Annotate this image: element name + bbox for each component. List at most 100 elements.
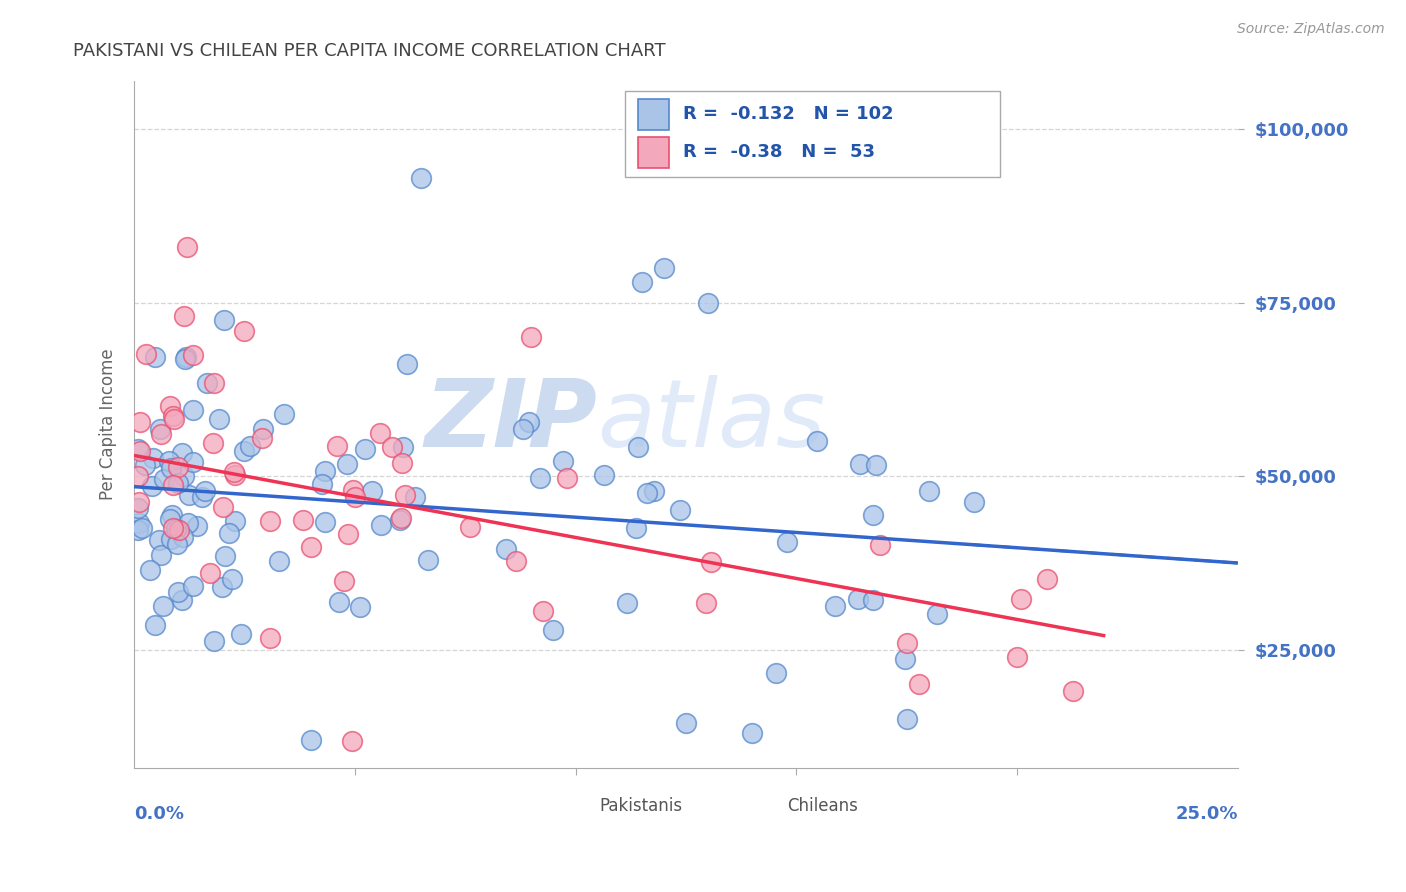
- Point: [159, 512, 181, 526]
- Point: [259, 632, 281, 646]
- Point: [389, 511, 412, 525]
- Point: [531, 604, 554, 618]
- Point: [167, 524, 190, 538]
- Point: [160, 532, 183, 546]
- Point: [862, 508, 884, 522]
- Point: [824, 599, 846, 613]
- Text: 25.0%: 25.0%: [1175, 805, 1237, 823]
- Point: [135, 347, 157, 361]
- Point: [630, 275, 652, 289]
- Point: [208, 412, 231, 426]
- Point: [333, 574, 356, 588]
- Point: [173, 469, 195, 483]
- Point: [765, 665, 787, 680]
- FancyBboxPatch shape: [735, 793, 778, 819]
- Point: [150, 426, 173, 441]
- Point: [129, 416, 152, 430]
- Point: [416, 553, 439, 567]
- Point: [176, 240, 198, 254]
- Point: [167, 584, 190, 599]
- Point: [865, 458, 887, 472]
- Point: [134, 458, 156, 472]
- Text: atlas: atlas: [598, 376, 825, 467]
- Point: [162, 409, 184, 424]
- Point: [170, 593, 193, 607]
- Point: [128, 443, 150, 458]
- Point: [695, 596, 717, 610]
- Point: [361, 484, 384, 499]
- Text: R =  -0.38   N =  53: R = -0.38 N = 53: [682, 143, 875, 161]
- Point: [183, 347, 205, 361]
- Point: [391, 456, 413, 470]
- Point: [141, 479, 163, 493]
- Point: [166, 537, 188, 551]
- Point: [624, 521, 647, 535]
- Point: [239, 439, 262, 453]
- Point: [336, 527, 359, 541]
- Point: [353, 442, 375, 457]
- Point: [299, 540, 322, 554]
- Point: [162, 477, 184, 491]
- Point: [194, 483, 217, 498]
- Point: [198, 566, 221, 581]
- Text: 0.0%: 0.0%: [134, 805, 184, 823]
- Point: [224, 514, 246, 528]
- Point: [404, 490, 426, 504]
- Point: [127, 442, 149, 456]
- Point: [344, 491, 367, 505]
- Point: [143, 350, 166, 364]
- Point: [190, 490, 212, 504]
- Point: [314, 464, 336, 478]
- Point: [668, 502, 690, 516]
- Point: [181, 579, 204, 593]
- Point: [697, 295, 720, 310]
- Text: ZIP: ZIP: [425, 375, 598, 467]
- Point: [849, 457, 872, 471]
- Point: [128, 495, 150, 509]
- Text: PAKISTANI VS CHILEAN PER CAPITA INCOME CORRELATION CHART: PAKISTANI VS CHILEAN PER CAPITA INCOME C…: [73, 42, 666, 60]
- Point: [233, 444, 256, 458]
- Point: [173, 352, 195, 367]
- Point: [259, 514, 281, 528]
- Point: [152, 599, 174, 613]
- Point: [149, 422, 172, 436]
- Point: [159, 460, 181, 475]
- Point: [170, 446, 193, 460]
- Text: Chileans: Chileans: [787, 797, 858, 815]
- Point: [336, 457, 359, 471]
- Point: [627, 440, 650, 454]
- Text: Source: ZipAtlas.com: Source: ZipAtlas.com: [1237, 22, 1385, 37]
- Point: [218, 525, 240, 540]
- Point: [159, 400, 181, 414]
- Point: [862, 593, 884, 607]
- Point: [233, 324, 256, 338]
- Point: [520, 330, 543, 344]
- FancyBboxPatch shape: [638, 99, 669, 130]
- Point: [846, 591, 869, 606]
- Point: [252, 422, 274, 436]
- Point: [139, 563, 162, 577]
- Point: [214, 313, 236, 327]
- Point: [202, 376, 225, 390]
- Point: [250, 431, 273, 445]
- Point: [908, 677, 931, 691]
- Point: [555, 471, 578, 485]
- Point: [394, 488, 416, 502]
- Point: [340, 733, 363, 747]
- Point: [224, 468, 246, 483]
- Point: [927, 607, 949, 621]
- Point: [700, 555, 723, 569]
- Point: [512, 422, 534, 436]
- Point: [127, 524, 149, 538]
- Point: [741, 726, 763, 740]
- Point: [806, 434, 828, 448]
- Point: [181, 403, 204, 417]
- Point: [148, 533, 170, 547]
- Point: [392, 441, 415, 455]
- Point: [157, 454, 180, 468]
- Point: [896, 636, 918, 650]
- Point: [918, 483, 941, 498]
- Point: [131, 521, 153, 535]
- Point: [165, 522, 187, 536]
- Point: [153, 472, 176, 486]
